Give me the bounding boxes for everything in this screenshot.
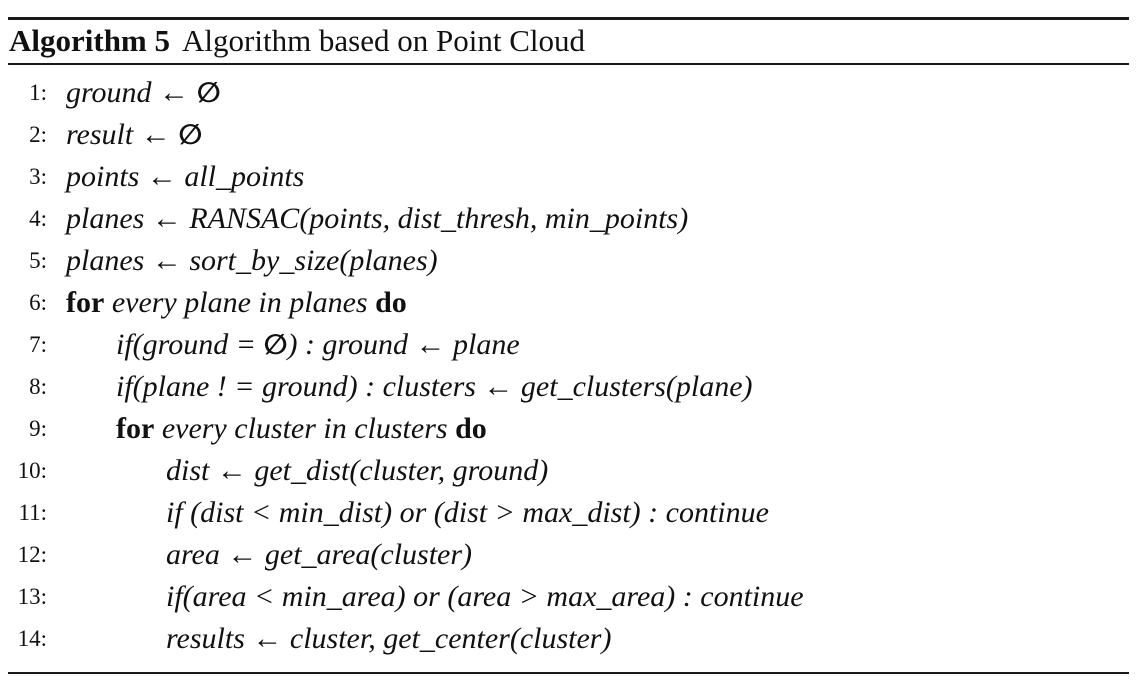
line-number: 6:: [29, 290, 47, 315]
algorithm-line: 8: if(plane ! = ground) : clusters ← get_…: [0, 366, 1139, 408]
line-number: 2:: [29, 122, 47, 147]
line-number: 10:: [17, 458, 47, 483]
line-number: 4:: [29, 206, 47, 231]
code-text: points ← all_points: [66, 160, 305, 193]
line-number: 7:: [29, 332, 47, 357]
empty-set-symbol: ∅: [178, 118, 203, 151]
keyword: do: [375, 286, 407, 319]
line-code: ground ← ∅: [66, 72, 221, 114]
code-text: if(ground =: [116, 328, 264, 361]
bottom-rule: [8, 672, 1129, 674]
line-code: if (dist < min_dist) or (dist > max_dist…: [166, 492, 769, 534]
line-number: 9:: [29, 416, 47, 441]
code-text: if(area < min_area) or (area > max_area)…: [166, 580, 804, 613]
code-text: if (dist < min_dist) or (dist > max_dist…: [166, 496, 769, 529]
line-number: 5:: [29, 248, 47, 273]
line-number: 3:: [29, 164, 47, 189]
algorithm-line: 14: results ← cluster, get_center(cluster…: [0, 618, 1139, 660]
line-code: if(plane ! = ground) : clusters ← get_cl…: [116, 366, 753, 408]
code-text: planes ← sort_by_size(planes): [66, 244, 438, 277]
keyword: for: [116, 412, 155, 445]
algorithm-label: Algorithm 5: [9, 23, 171, 58]
algorithm-body: 1: ground ← ∅ 2: result ← ∅ 3: points ← all_p…: [0, 72, 1139, 660]
line-code: result ← ∅: [66, 114, 202, 156]
code-text: every cluster in clusters: [154, 412, 456, 445]
line-number: 1:: [29, 80, 47, 105]
line-code: area ← get_area(cluster): [166, 534, 472, 576]
code-text: result ←: [66, 118, 179, 151]
line-code: if(area < min_area) or (area > max_area)…: [166, 576, 804, 618]
code-text: ) : ground ← plane: [287, 328, 520, 361]
line-code: for every cluster in clusters do: [116, 408, 487, 450]
line-code: dist ← get_dist(cluster, ground): [166, 450, 548, 492]
keyword: do: [455, 412, 487, 445]
line-number: 12:: [17, 542, 47, 567]
code-text: planes ← RANSAC(points, dist_thresh, min…: [66, 202, 689, 235]
line-number: 14:: [17, 626, 47, 651]
code-text: dist ← get_dist(cluster, ground): [166, 454, 549, 487]
top-rule: [8, 17, 1129, 20]
caption-rule: [8, 63, 1129, 65]
algorithm-line: 6: for every plane in planes do: [0, 282, 1139, 324]
algorithm-line: 10: dist ← get_dist(cluster, ground): [0, 450, 1139, 492]
code-text: results ← cluster, get_center(cluster): [166, 622, 612, 655]
line-code: planes ← sort_by_size(planes): [66, 240, 438, 282]
line-number: 13:: [17, 584, 47, 609]
empty-set-symbol: ∅: [196, 76, 221, 109]
line-number: 8:: [29, 374, 47, 399]
line-code: points ← all_points: [66, 156, 304, 198]
algorithm-line: 5: planes ← sort_by_size(planes): [0, 240, 1139, 282]
line-number: 11:: [18, 500, 47, 525]
algorithm-title: Algorithm based on Point Cloud: [182, 23, 586, 58]
line-code: for every plane in planes do: [66, 282, 407, 324]
algorithm-line: 4: planes ← RANSAC(points, dist_thresh, m…: [0, 198, 1139, 240]
empty-set-symbol: ∅: [263, 328, 288, 361]
keyword: for: [66, 286, 105, 319]
line-code: planes ← RANSAC(points, dist_thresh, min…: [66, 198, 688, 240]
algorithm-line: 3: points ← all_points: [0, 156, 1139, 198]
algorithm-line: 11: if (dist < min_dist) or (dist > max_d…: [0, 492, 1139, 534]
algorithm-line: 7: if(ground = ∅) : ground ← plane: [0, 324, 1139, 366]
code-text: every plane in planes: [104, 286, 376, 319]
code-text: if(plane ! = ground) : clusters ← get_cl…: [116, 370, 753, 403]
algorithm-line: 13: if(area < min_area) or (area > max_ar…: [0, 576, 1139, 618]
line-code: if(ground = ∅) : ground ← plane: [116, 324, 520, 366]
algorithm-line: 2: result ← ∅: [0, 114, 1139, 156]
code-text: area ← get_area(cluster): [166, 538, 473, 571]
algorithm-line: 9: for every cluster in clusters do: [0, 408, 1139, 450]
line-code: results ← cluster, get_center(cluster): [166, 618, 611, 660]
code-text: ground ←: [66, 76, 197, 109]
algorithm-line: 1: ground ← ∅: [0, 72, 1139, 114]
algorithm-caption: Algorithm 5 Algorithm based on Point Clou…: [9, 20, 585, 62]
algorithm-line: 12: area ← get_area(cluster): [0, 534, 1139, 576]
